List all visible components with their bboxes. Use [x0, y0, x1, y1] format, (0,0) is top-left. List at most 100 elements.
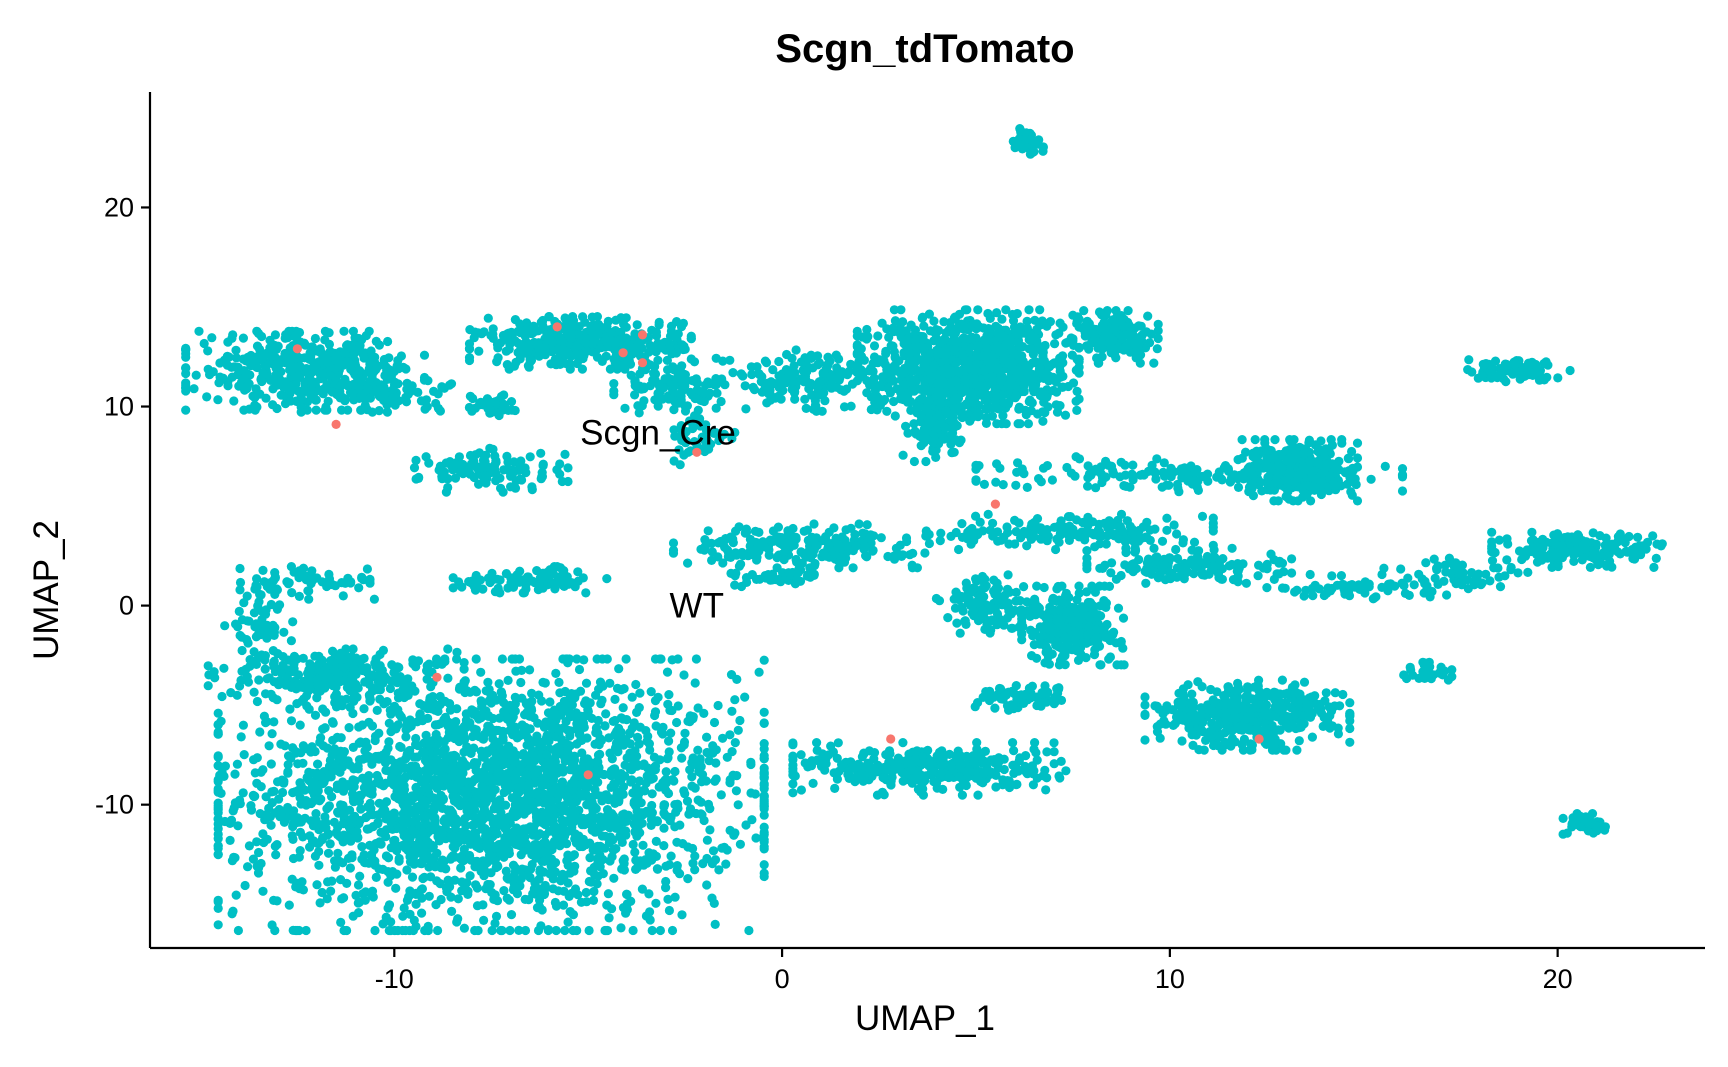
wt-point [486, 868, 496, 878]
wt-point [647, 925, 657, 936]
wt-point [304, 685, 315, 695]
wt-point [851, 541, 861, 551]
wt-point [478, 769, 488, 779]
wt-point [420, 810, 430, 821]
wt-point [394, 853, 404, 864]
wt-point [620, 403, 630, 413]
wt-point [822, 360, 832, 370]
wt-point [356, 790, 366, 801]
wt-point [572, 341, 582, 351]
wt-point [669, 365, 679, 375]
wt-point [848, 762, 858, 772]
wt-point [790, 579, 801, 589]
wt-point [462, 801, 472, 811]
wt-point [456, 863, 466, 873]
wt-point [355, 366, 365, 376]
wt-point [648, 377, 658, 387]
wt-point [629, 797, 639, 807]
wt-point [524, 843, 534, 853]
wt-point [372, 705, 382, 716]
wt-point [659, 841, 669, 851]
wt-point [386, 818, 396, 828]
wt-point [978, 778, 988, 788]
wt-point [254, 847, 264, 858]
wt-point [725, 825, 735, 836]
wt-point [576, 718, 586, 729]
wt-point [601, 351, 611, 361]
wt-point [836, 552, 846, 562]
wt-point [599, 769, 609, 780]
wt-point [669, 456, 679, 466]
wt-point [334, 856, 344, 866]
wt-point [764, 550, 774, 560]
wt-point [260, 664, 270, 674]
wt-point [575, 686, 586, 696]
wt-point [618, 703, 628, 713]
wt-point [337, 578, 347, 588]
wt-point [236, 732, 246, 742]
wt-point [318, 352, 328, 362]
wt-point [238, 720, 248, 730]
wt-point [397, 815, 407, 825]
wt-point [754, 546, 764, 556]
wt-point [469, 724, 479, 734]
wt-point [702, 880, 712, 890]
wt-point [656, 343, 666, 353]
wt-point [257, 650, 267, 660]
wt-point [456, 460, 466, 470]
wt-point [803, 570, 813, 580]
wt-point [1054, 771, 1064, 781]
wt-point [342, 341, 352, 351]
wt-point [342, 682, 352, 693]
wt-point [481, 761, 491, 771]
wt-point [711, 353, 721, 363]
wt-point [876, 533, 886, 543]
wt-point [315, 680, 325, 690]
wt-point [813, 351, 823, 361]
wt-point [503, 675, 513, 686]
wt-point [788, 788, 798, 798]
wt-point [796, 547, 806, 557]
wt-point [536, 742, 546, 752]
wt-point [278, 652, 288, 662]
wt-point [339, 747, 349, 757]
wt-point [357, 573, 367, 584]
wt-point [574, 664, 585, 675]
wt-point [476, 667, 486, 677]
wt-point [663, 894, 673, 904]
wt-point [535, 753, 546, 763]
wt-point [309, 361, 319, 371]
wt-point [380, 384, 390, 394]
wt-point [552, 724, 562, 734]
wt-point [424, 458, 434, 468]
wt-point [235, 630, 245, 641]
wt-point [877, 787, 888, 797]
wt-point [664, 736, 674, 746]
wt-point [584, 925, 594, 936]
wt-point [646, 765, 656, 775]
wt-point [603, 889, 614, 899]
wt-point [886, 779, 896, 789]
wt-point [796, 750, 806, 760]
wt-point [213, 729, 223, 739]
wt-point [398, 911, 408, 921]
wt-point [476, 696, 486, 706]
wt-point [213, 814, 223, 824]
wt-point [680, 728, 690, 738]
wt-point [252, 341, 263, 351]
wt-point [534, 884, 544, 894]
wt-point [604, 913, 614, 923]
wt-point [395, 741, 405, 752]
wt-point [683, 874, 693, 884]
wt-point [401, 686, 411, 696]
wt-point [572, 925, 582, 936]
wt-point [437, 474, 447, 484]
wt-point [611, 844, 621, 854]
wt-point [414, 472, 424, 482]
wt-point [565, 731, 575, 741]
wt-point [917, 773, 928, 783]
wt-point [451, 795, 461, 805]
wt-point [270, 841, 280, 851]
wt-point [815, 389, 825, 399]
wt-point [240, 382, 251, 392]
